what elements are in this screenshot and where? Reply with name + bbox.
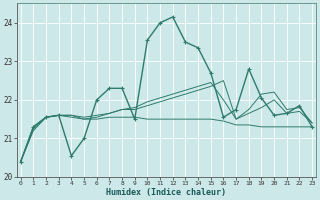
X-axis label: Humidex (Indice chaleur): Humidex (Indice chaleur) xyxy=(107,188,227,197)
